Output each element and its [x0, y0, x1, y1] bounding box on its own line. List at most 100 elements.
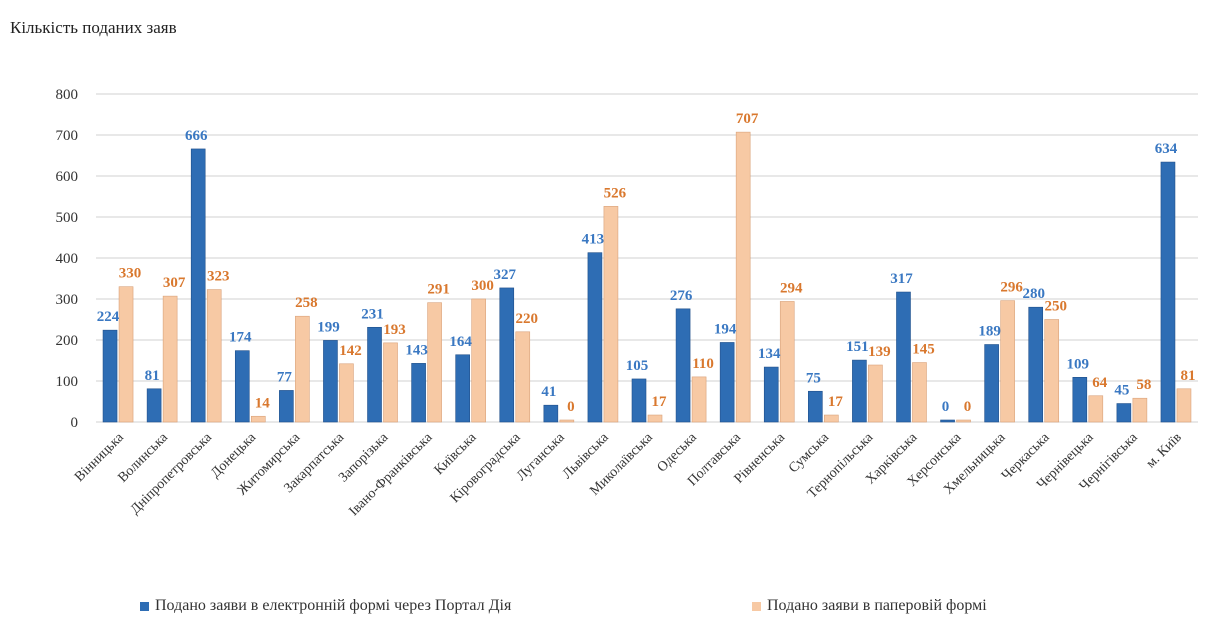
data-label-paper: 142 — [339, 343, 362, 359]
bar-paper — [1000, 300, 1015, 423]
data-label-electronic: 109 — [1067, 356, 1090, 372]
bar-electronic — [940, 419, 955, 423]
data-label-electronic: 199 — [317, 319, 340, 335]
bar-electronic — [896, 291, 911, 423]
data-label-electronic: 105 — [626, 358, 649, 374]
y-tick-label: 300 — [56, 292, 79, 308]
data-label-electronic: 0 — [942, 399, 950, 415]
bar-electronic — [808, 390, 823, 423]
bar-paper — [824, 414, 839, 423]
data-label-paper: 0 — [567, 399, 575, 415]
data-label-paper: 17 — [828, 394, 844, 410]
data-label-paper: 145 — [912, 342, 935, 358]
bar-electronic — [984, 344, 999, 423]
data-label-electronic: 164 — [449, 334, 472, 350]
legend-item-electronic: Подано заяви в електронній формі через П… — [140, 597, 511, 615]
data-label-paper: 707 — [736, 111, 759, 127]
bar-electronic — [146, 388, 162, 423]
data-label-electronic: 317 — [890, 271, 913, 287]
y-tick-label: 200 — [56, 333, 79, 349]
x-tick-label: Дніпропетровська — [128, 430, 216, 518]
data-label-paper: 258 — [295, 295, 318, 311]
bar-paper — [868, 364, 883, 423]
legend-label-paper: Подано заяви в паперовій формі — [767, 597, 987, 614]
data-label-electronic: 224 — [97, 309, 120, 325]
data-label-electronic: 174 — [229, 330, 252, 346]
y-tick-label: 600 — [56, 169, 79, 185]
bar-paper — [1176, 388, 1192, 423]
bar-paper — [515, 331, 531, 423]
legend-swatch-electronic — [140, 601, 149, 611]
data-label-paper: 300 — [471, 278, 494, 294]
data-label-paper: 17 — [652, 394, 668, 410]
data-label-electronic: 143 — [405, 342, 428, 358]
x-axis-ticks: ВінницькаВолинськаДніпропетровськаДонець… — [72, 430, 1185, 520]
data-label-paper: 250 — [1044, 299, 1067, 315]
bar-paper — [295, 315, 310, 423]
data-label-paper: 220 — [516, 311, 539, 327]
data-label-paper: 0 — [964, 399, 972, 415]
bar-paper — [383, 342, 398, 423]
y-tick-label: 0 — [71, 415, 79, 431]
bar-paper — [118, 286, 134, 423]
data-label-paper: 291 — [427, 282, 450, 298]
bar-electronic — [1072, 377, 1088, 423]
data-label-paper: 294 — [780, 280, 803, 296]
bar-electronic — [102, 329, 118, 423]
x-tick-label: м. Київ — [1144, 430, 1185, 471]
data-label-electronic: 413 — [582, 232, 605, 248]
bar-electronic — [323, 340, 338, 423]
data-label-electronic: 666 — [185, 128, 208, 144]
bar-paper — [779, 301, 795, 423]
bar-electronic — [1160, 161, 1176, 423]
bar-paper — [735, 131, 751, 423]
legend-label-electronic: Подано заяви в електронній формі через П… — [155, 597, 512, 614]
y-axis-ticks: 0 100 200 300 400 500 600 700 800 — [56, 87, 79, 431]
x-tick-label: Луганська — [514, 430, 568, 484]
data-label-electronic: 151 — [846, 339, 869, 355]
bar-paper — [427, 302, 442, 423]
bar-paper — [339, 363, 354, 423]
data-label-electronic: 189 — [978, 324, 1001, 340]
data-label-paper: 323 — [207, 269, 230, 285]
bar-electronic — [190, 148, 206, 423]
data-label-paper: 58 — [1136, 377, 1151, 393]
bar-paper — [603, 206, 619, 423]
bar-paper — [250, 415, 266, 423]
data-label-electronic: 81 — [145, 368, 160, 384]
data-label-electronic: 194 — [714, 321, 737, 337]
bar-electronic — [543, 404, 559, 423]
bar-electronic — [852, 359, 867, 423]
bar-paper — [1044, 319, 1060, 423]
bar-electronic — [367, 326, 382, 423]
data-label-electronic: 276 — [670, 288, 693, 304]
bar-electronic — [499, 287, 515, 423]
data-label-electronic: 45 — [1114, 383, 1129, 399]
bar-electronic — [279, 390, 294, 423]
bar-paper — [647, 414, 663, 423]
bars — [102, 131, 1192, 423]
y-tick-label: 700 — [56, 128, 79, 144]
bar-electronic — [455, 354, 470, 423]
legend-item-paper: Подано заяви в паперовій формі — [752, 597, 987, 615]
bar-electronic — [411, 363, 426, 423]
data-label-paper: 526 — [604, 185, 627, 201]
bar-electronic — [234, 350, 250, 423]
data-label-paper: 64 — [1092, 375, 1108, 391]
bar-electronic — [763, 366, 779, 423]
data-label-electronic: 231 — [361, 306, 384, 322]
data-label-electronic: 280 — [1022, 286, 1045, 302]
bar-electronic — [719, 342, 735, 423]
bar-electronic — [1116, 403, 1132, 423]
bar-electronic — [587, 252, 603, 423]
data-label-paper: 193 — [383, 322, 406, 338]
bar-paper — [162, 295, 178, 423]
chart-title: Кількість поданих заяв — [10, 18, 177, 37]
bar-paper — [559, 419, 575, 423]
bar-paper — [471, 298, 486, 423]
bar-electronic — [675, 308, 691, 423]
bar-paper — [206, 289, 222, 423]
data-label-paper: 296 — [1000, 280, 1023, 296]
